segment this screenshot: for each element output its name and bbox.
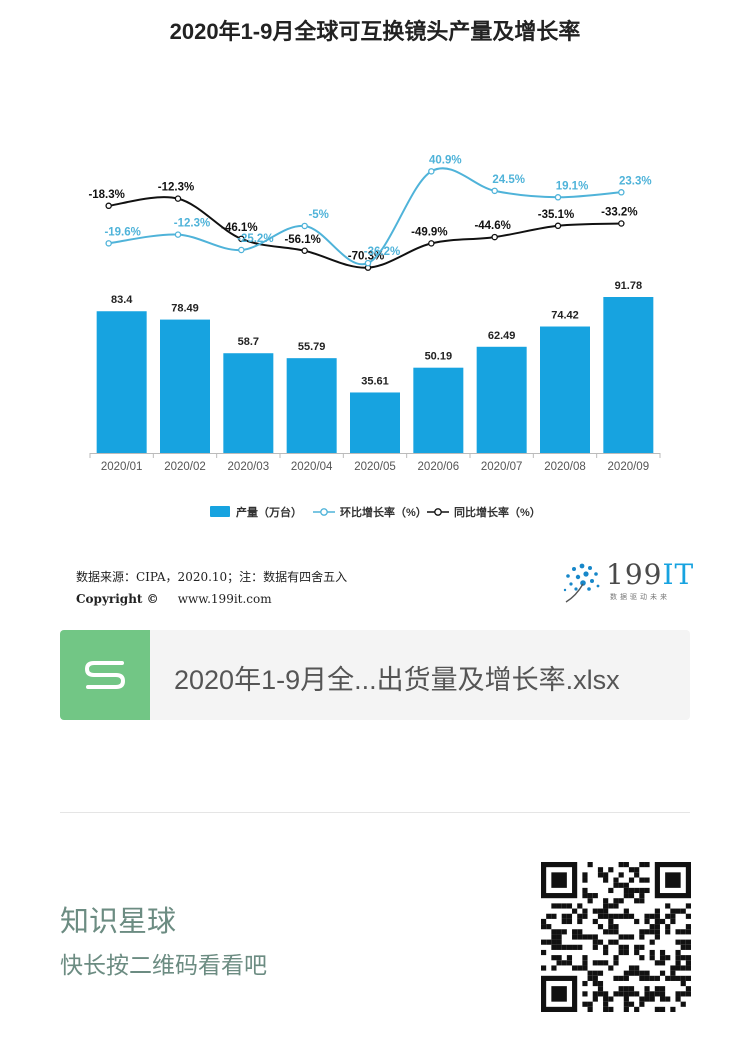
- mom-label-2020/09: 23.3%: [619, 175, 652, 187]
- spreadsheet-s-icon: [60, 630, 150, 720]
- x-tick-label-2020/09: 2020/09: [608, 461, 650, 473]
- yoy-label-2020/09: -33.2%: [601, 207, 637, 219]
- legend-swatch-production: [210, 506, 230, 517]
- bar-label-2020/08: 74.42: [551, 310, 579, 322]
- data-source: 数据来源：CIPA，2020.10；注：数据有四舍五入 Copyright © …: [76, 566, 347, 610]
- copyright-text: Copyright ©: [76, 592, 159, 606]
- x-tick-label-2020/02: 2020/02: [164, 461, 206, 473]
- bar-2020/09: [603, 297, 654, 453]
- planet-title: 知识星球: [60, 906, 177, 938]
- legend-label-mom: 环比增长率（%）: [340, 505, 427, 519]
- yoy-point-2020/02: [174, 195, 182, 202]
- bar-2020/05: [350, 392, 400, 453]
- x-tick-label-2020/05: 2020/05: [354, 461, 396, 473]
- bar-label-2020/01: 83.4: [111, 294, 133, 306]
- chart-title: 2020年1-9月全球可互换镜头产量及增长率: [169, 19, 581, 44]
- yoy-point-2020/08: [554, 222, 562, 230]
- file-name[interactable]: 2020年1-9月全...出货量及增长率.xlsx: [174, 665, 620, 695]
- dandelion-icon: [563, 563, 600, 603]
- mom-point-2020/07: [491, 187, 498, 195]
- yoy-point-2020/04: [301, 247, 308, 255]
- bar-2020/07: [476, 346, 527, 453]
- mom-point-2020/06: [428, 168, 435, 175]
- legend-label-production: 产量（万台）: [236, 505, 302, 519]
- x-tick-label-2020/04: 2020/04: [291, 461, 333, 473]
- mom-point-2020/08: [554, 194, 562, 201]
- x-tick-label-2020/07: 2020/07: [481, 461, 523, 473]
- bar-label-2020/09: 91.78: [615, 280, 643, 292]
- logo-199it: 199IT 数据驱动未来: [556, 556, 693, 606]
- logo-tagline: 数据驱动未来: [610, 594, 670, 601]
- bar-label-2020/05: 35.61: [361, 375, 389, 387]
- qr-code-icon[interactable]: [541, 862, 691, 1012]
- mom-label-2020/04: -5%: [308, 209, 328, 221]
- mom-point-2020/05: [364, 259, 372, 267]
- bar-label-2020/02: 78.49: [171, 303, 199, 315]
- bar-label-2020/03: 58.7: [238, 336, 259, 348]
- yoy-label-2020/06: -49.9%: [411, 226, 447, 238]
- divider: [60, 812, 690, 813]
- bar-label-2020/06: 50.19: [425, 351, 453, 363]
- legend-marker-yoy: [434, 508, 442, 516]
- bar-label-2020/04: 55.79: [298, 341, 326, 353]
- logo-letters: IT: [662, 558, 695, 591]
- yoy-point-2020/09: [618, 220, 625, 227]
- mom-point-2020/02: [174, 231, 182, 238]
- yoy-label-2020/02: -12.3%: [158, 182, 194, 194]
- x-tick-label-2020/01: 2020/01: [101, 461, 143, 473]
- mom-point-2020/04: [301, 222, 308, 230]
- yoy-label-2020/08: -35.1%: [538, 209, 574, 221]
- mom-label-2020/01: -19.6%: [104, 226, 140, 238]
- x-tick-label-2020/03: 2020/03: [228, 461, 270, 473]
- yoy-point-2020/07: [491, 233, 498, 241]
- yoy-label-2020/01: -18.3%: [88, 189, 124, 201]
- mom-point-2020/01: [105, 240, 112, 247]
- bar-2020/02: [160, 319, 210, 453]
- legend-label-yoy: 同比增长率（%）: [454, 505, 541, 519]
- source-line: 数据来源：CIPA，2020.10；注：数据有四舍五入: [76, 570, 348, 584]
- bar-2020/03: [223, 353, 274, 453]
- mom-label-2020/08: 19.1%: [556, 180, 589, 192]
- yoy-label-2020/07: -44.6%: [474, 220, 510, 232]
- mom-label-2020/05: -36.2%: [364, 246, 400, 258]
- bar-2020/06: [413, 367, 464, 453]
- mom-label-2020/02: -12.3%: [174, 218, 210, 230]
- legend-marker-mom: [320, 508, 328, 516]
- mom-label-2020/03: -25.2%: [237, 233, 273, 245]
- mom-point-2020/09: [618, 189, 625, 196]
- yoy-label-2020/05: -70.3%: [348, 251, 384, 263]
- bar-2020/08: [540, 326, 590, 453]
- yoy-label-2020/04: -56.1%: [284, 234, 320, 246]
- combo-chart: 83.4 78.49 58.7 55.79 35.61 50.19 62.49 74.42 91…: [88, 154, 661, 519]
- bar-label-2020/07: 62.49: [488, 330, 516, 342]
- website-text: www.199it.com: [177, 592, 272, 606]
- x-tick-label-2020/08: 2020/08: [544, 461, 586, 473]
- logo-wordmark: 199IT: [606, 558, 694, 591]
- yoy-point-2020/06: [428, 240, 435, 247]
- mom-label-2020/06: 40.9%: [429, 154, 462, 166]
- yoy-label-2020/03: -46.1%: [221, 222, 257, 234]
- file-attachment-card[interactable]: 2020年1-9月全...出货量及增长率.xlsx: [60, 630, 690, 720]
- logo-number: 199: [606, 558, 663, 591]
- yoy-point-2020/03: [238, 235, 245, 243]
- bar-2020/01: [96, 311, 147, 453]
- mom-point-2020/03: [238, 246, 245, 254]
- mom-label-2020/07: 24.5%: [492, 174, 525, 186]
- planet-subtitle: 快长按二维码看看吧: [60, 952, 267, 978]
- x-tick-label-2020/06: 2020/06: [418, 461, 460, 473]
- bar-2020/04: [286, 358, 337, 453]
- yoy-point-2020/01: [105, 202, 112, 210]
